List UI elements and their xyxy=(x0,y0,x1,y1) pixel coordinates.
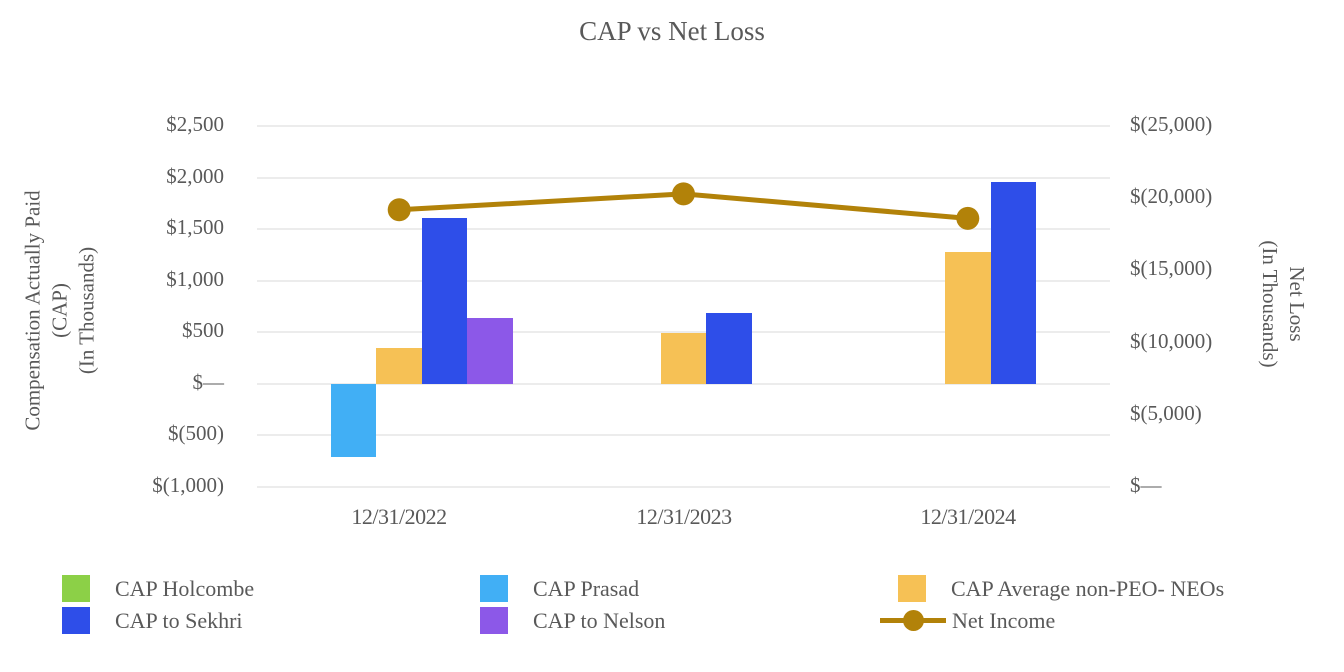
net-income-point xyxy=(956,206,980,230)
bar-cap-average-non-peo-neos xyxy=(945,251,991,384)
legend-label: Net Income xyxy=(952,607,1056,633)
net-income-point xyxy=(672,182,695,206)
left-axis-tick: $2,500 xyxy=(166,112,224,136)
gridline xyxy=(257,176,1110,179)
gridline xyxy=(257,279,1110,282)
x-axis-label: 12/31/2023 xyxy=(636,504,732,529)
legend-line-dot-marker xyxy=(880,607,946,634)
plot-area xyxy=(257,125,1110,488)
legend-label: CAP Prasad xyxy=(533,575,640,601)
legend-swatch xyxy=(898,575,926,602)
left-axis-tick: $2,000 xyxy=(166,164,224,188)
gridline xyxy=(257,382,1110,385)
right-axis-tick: $(25,000) xyxy=(1130,112,1213,136)
net-income-line xyxy=(387,182,980,230)
bar-cap-average-non-peo-neos xyxy=(376,347,422,384)
legend-label: CAP to Nelson xyxy=(533,607,666,633)
bar-cap-to-sekhri xyxy=(421,217,468,384)
right-axis-title: Net Loss (In Thousands) xyxy=(1256,219,1310,389)
gridline xyxy=(257,434,1110,437)
bar-cap-to-nelson xyxy=(467,317,513,384)
x-axis-label: 12/31/2022 xyxy=(351,504,447,529)
bar-cap-average-non-peo-neos xyxy=(660,333,707,384)
net-income-point xyxy=(387,198,411,222)
legend-swatch xyxy=(62,575,90,602)
legend-item-cap-to-nelson: CAP to Nelson xyxy=(480,607,665,634)
legend-label: CAP Average non-PEO- NEOs xyxy=(951,575,1225,601)
legend-swatch xyxy=(480,607,508,634)
bar-cap-to-sekhri xyxy=(990,181,1037,384)
gridline xyxy=(257,486,1110,488)
legend-item-cap-to-sekhri: CAP to Sekhri xyxy=(62,607,243,634)
legend-item-net-income: Net Income xyxy=(880,607,1055,634)
right-axis-tick: $(5,000) xyxy=(1130,401,1202,425)
legend-item-cap-average-non-peo-neos: CAP Average non-PEO- NEOs xyxy=(898,575,1224,602)
right-axis-tick: $(20,000) xyxy=(1130,184,1213,208)
left-axis-tick: $(500) xyxy=(168,421,224,445)
x-axis-label: 12/31/2024 xyxy=(920,504,1016,529)
left-axis-tick: $500 xyxy=(182,318,224,342)
right-axis-title-line: (In Thousands) xyxy=(1258,240,1282,368)
bar-cap-to-sekhri xyxy=(706,312,752,384)
gridline xyxy=(257,331,1110,334)
gridline xyxy=(257,228,1110,231)
right-axis-tick: $— xyxy=(1130,473,1162,497)
legend-swatch xyxy=(62,607,90,634)
left-axis-tick: $1,000 xyxy=(166,267,224,291)
gridline xyxy=(257,125,1110,127)
legend-label: CAP Holcombe xyxy=(115,575,255,601)
legend-item-cap-holcombe: CAP Holcombe xyxy=(62,575,254,602)
left-axis-tick: $(1,000) xyxy=(152,473,224,497)
legend-label: CAP to Sekhri xyxy=(115,607,243,633)
right-axis-tick: $(15,000) xyxy=(1130,256,1213,280)
chart-title: CAP vs Net Loss xyxy=(579,16,765,46)
legend-item-cap-prasad: CAP Prasad xyxy=(480,575,639,602)
legend-swatch xyxy=(480,575,508,602)
left-axis-tick: $— xyxy=(192,370,225,394)
right-axis-title-line: Net Loss xyxy=(1285,266,1309,342)
legend-dot xyxy=(903,610,924,631)
right-axis-tick: $(10,000) xyxy=(1130,329,1213,353)
left-axis-tick: $1,500 xyxy=(166,215,224,239)
bar-cap-prasad xyxy=(330,383,377,458)
